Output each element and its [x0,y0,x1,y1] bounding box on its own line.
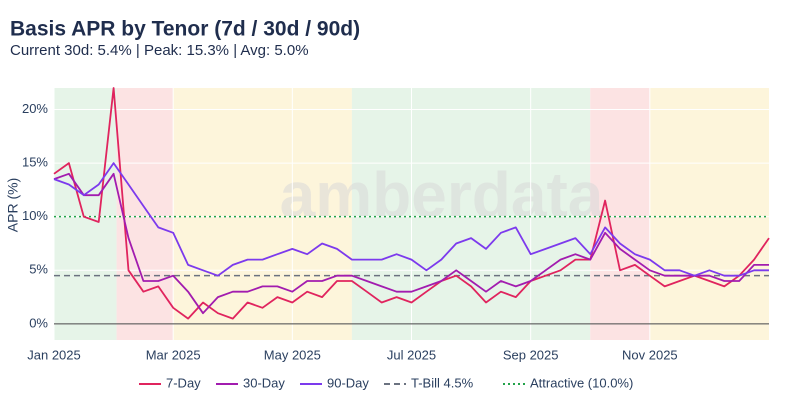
y-tick-label: 10% [22,208,48,223]
regime-band [116,88,174,340]
x-tick-label: Jul 2025 [387,347,436,362]
chart-subtitle: Current 30d: 5.4% | Peak: 15.3% | Avg: 5… [10,42,309,59]
regime-band [54,88,117,340]
series-line [53,172,769,315]
x-tick-label: Jan 2025 [27,347,81,362]
legend-label: 7-Day [166,375,201,390]
series-line [53,87,770,320]
x-tick-label: May 2025 [264,347,321,362]
series-line [53,162,769,277]
y-axis-label: APR (%) [5,178,21,232]
legend-label: 30-Day [243,375,285,390]
y-tick-label: 5% [29,262,48,277]
x-tick-label: Sep 2025 [503,347,559,362]
regime-band [590,88,650,340]
legend-label: Attractive (10.0%) [530,375,633,390]
y-tick-label: 20% [22,101,48,116]
legend: 7-Day 30-Day 90-Day T-Bill 4.5% Attractive (… [139,375,633,390]
watermark: amberdata [280,159,604,231]
legend-label: T-Bill 4.5% [411,375,474,390]
x-tick-label: Mar 2025 [146,347,201,362]
x-tick-label: Nov 2025 [622,347,678,362]
y-tick-label: 0% [29,315,48,330]
regime-band [649,88,769,340]
y-tick-label: 15% [22,155,48,170]
chart-title: Basis APR by Tenor (7d / 30d / 90d) [10,18,360,41]
regime-band [173,88,352,340]
legend-label: 90-Day [327,375,369,390]
